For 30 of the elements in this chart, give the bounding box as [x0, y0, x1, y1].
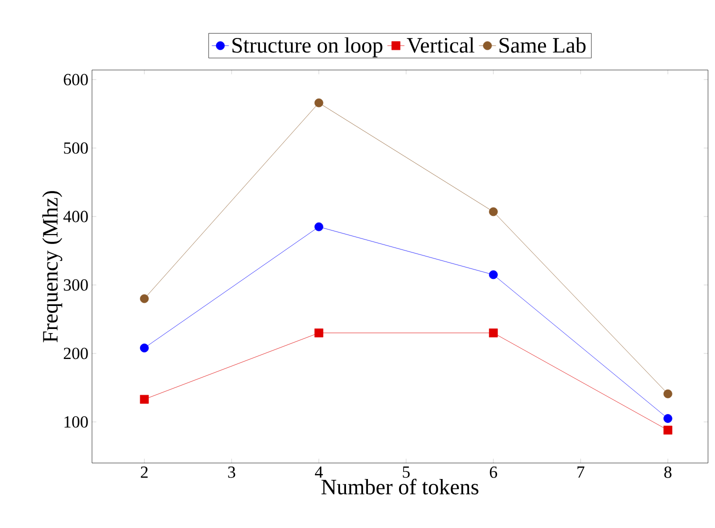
point: [314, 98, 324, 108]
x-tick-label: 8: [664, 466, 672, 478]
point: [140, 344, 149, 352]
point: [140, 294, 149, 304]
y-tick-label: 600: [64, 74, 88, 86]
y-tick-label: 300: [64, 279, 88, 291]
x-tick-label: 7: [577, 466, 584, 478]
y-tick-label: 400: [63, 210, 88, 222]
point: [314, 222, 324, 232]
x-tick-label: 4: [314, 466, 323, 478]
x-tick-label: 5: [402, 466, 410, 478]
point: [140, 394, 149, 404]
legend-label: Structure on loop: [232, 37, 382, 58]
x-tick-label: 2: [140, 466, 148, 478]
point: [314, 328, 324, 338]
point: [663, 414, 672, 423]
x-tick-label: 3: [228, 466, 236, 478]
point: [488, 328, 498, 338]
point: [663, 389, 672, 398]
y-tick-label: 200: [64, 348, 88, 360]
legend-label: Same Lab: [500, 37, 586, 53]
point: [488, 270, 498, 280]
point: [488, 207, 498, 216]
legend-label: Vertical: [406, 37, 474, 53]
y-tick-label: 100: [64, 416, 88, 428]
x-axis-title: Number of tokens: [321, 478, 478, 494]
y-axis-title: Frequency (Mhz): [42, 191, 62, 342]
point: [663, 426, 672, 435]
y-tick-label: 500: [64, 142, 88, 154]
x-tick-label: 6: [490, 466, 498, 478]
